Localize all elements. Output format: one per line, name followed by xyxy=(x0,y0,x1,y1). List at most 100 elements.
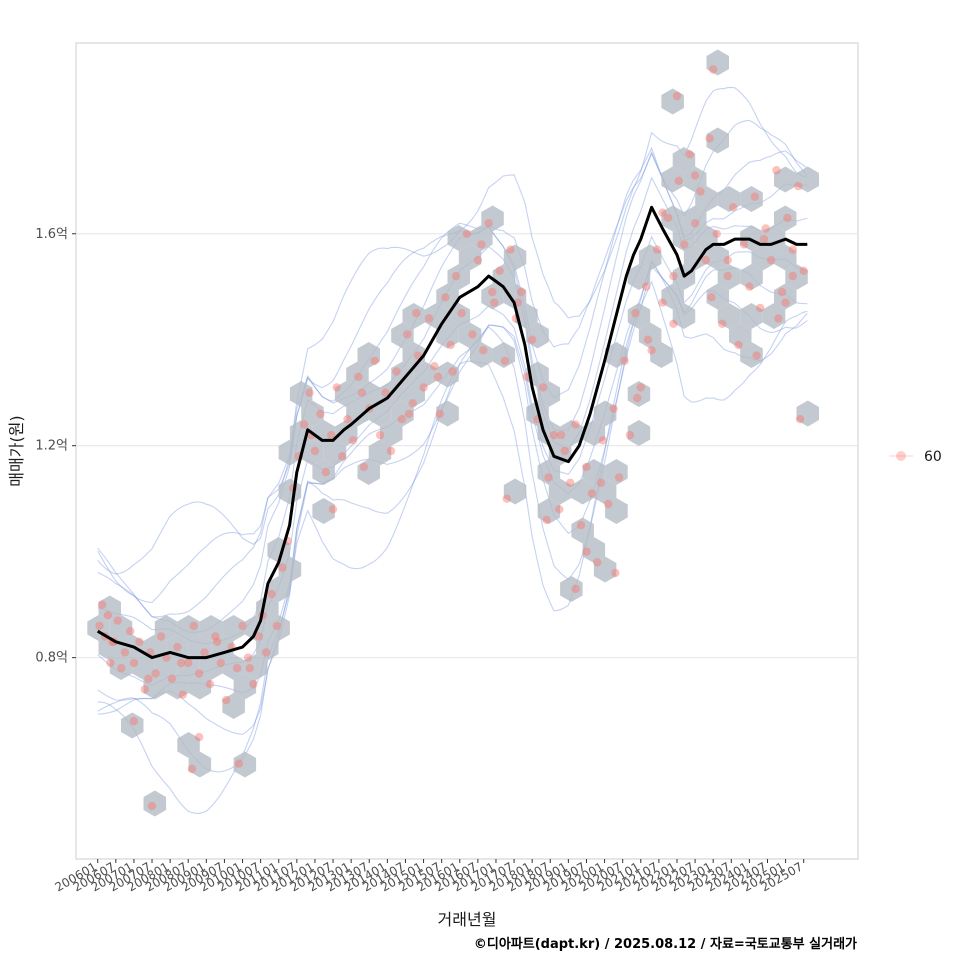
scatter-point xyxy=(441,293,450,302)
x-axis-ticks: 2006012006072007012007072008012008072009… xyxy=(53,859,805,895)
scatter-point xyxy=(604,499,613,509)
scatter-point xyxy=(658,298,667,307)
legend-point xyxy=(896,451,906,461)
scatter-point xyxy=(625,430,635,440)
scatter-point xyxy=(500,356,510,366)
hexbin-cell xyxy=(582,420,606,446)
hexbin-cell xyxy=(627,303,651,329)
scatter-point xyxy=(103,611,113,620)
scatter-point xyxy=(750,192,759,201)
scatter-point xyxy=(517,287,526,297)
scatter-point xyxy=(576,521,586,530)
scatter-point xyxy=(113,616,122,625)
hexbin-cell xyxy=(154,654,178,680)
scatter-point xyxy=(745,282,754,291)
hexbin-cell xyxy=(661,88,684,115)
scatter-point xyxy=(636,383,645,392)
scatter-point xyxy=(117,664,126,673)
hexbin-cell xyxy=(132,654,155,680)
scatter-point xyxy=(337,452,347,461)
scatter-point xyxy=(332,383,341,392)
scatter-point xyxy=(647,346,656,355)
scatter-point xyxy=(596,478,606,487)
hexbin-cell xyxy=(593,556,617,583)
scatter-point xyxy=(433,372,443,381)
hexbin-cell xyxy=(605,342,628,368)
scatter-point xyxy=(593,558,602,567)
hexbin-cell xyxy=(109,654,133,680)
hexbin-cell xyxy=(357,342,380,368)
hexbin-cell xyxy=(582,537,606,563)
scatter-point xyxy=(126,627,135,636)
scatter-point xyxy=(151,669,160,678)
hexbin-cell xyxy=(177,732,200,758)
scatter-point xyxy=(642,282,651,291)
hexbin-cell xyxy=(391,400,414,427)
scatter-point xyxy=(643,335,653,344)
hexbin-cell xyxy=(751,244,774,271)
scatter-point xyxy=(370,356,379,366)
scatter-point xyxy=(147,801,157,811)
scatter-point xyxy=(375,430,385,440)
hexbin-cell xyxy=(199,654,223,680)
scatter-point xyxy=(129,658,139,668)
scatter-point xyxy=(106,658,115,668)
scatter-point xyxy=(404,409,414,419)
scatter-point xyxy=(144,674,153,683)
hexbin-cell xyxy=(627,264,651,290)
hexbin-cell xyxy=(740,303,763,329)
scatter-points xyxy=(95,65,808,811)
scatter-point xyxy=(556,430,566,440)
scatter-point xyxy=(795,415,805,424)
hexbin-cell xyxy=(796,166,819,193)
chart-caption: ©디아파트(dapt.kr) / 2025.08.12 / 자료=국토교통부 실… xyxy=(474,936,857,952)
hexbin-cell xyxy=(391,322,414,349)
hexbin-cell xyxy=(222,693,245,719)
scatter-point xyxy=(156,632,166,641)
hexbin-cell xyxy=(278,556,302,583)
scatter-point xyxy=(129,717,139,726)
scatter-point xyxy=(187,764,197,774)
hexbin-cell xyxy=(672,303,696,329)
hexbin-cell xyxy=(402,381,425,407)
hexbin-cell xyxy=(706,283,729,310)
scatter-point xyxy=(343,415,352,424)
scatter-point xyxy=(321,468,330,477)
scatter-point xyxy=(631,309,640,318)
hexbin-cell xyxy=(729,322,752,349)
x-axis-title: 거래년월 xyxy=(438,910,497,929)
hexbin-cell xyxy=(199,615,223,641)
hexbin-cell xyxy=(109,615,133,641)
scatter-point xyxy=(587,489,597,498)
hexbin-cell xyxy=(143,673,167,700)
hexbin-cell xyxy=(605,459,628,485)
scatter-point xyxy=(571,584,580,593)
scatter-point xyxy=(446,340,455,350)
scatter-point xyxy=(620,356,629,366)
scatter-point xyxy=(794,181,803,191)
scatter-point xyxy=(723,256,732,265)
scatter-point xyxy=(176,658,186,668)
scatter-point xyxy=(462,229,472,238)
hexbin-cell xyxy=(481,283,504,310)
scatter-point xyxy=(457,309,466,318)
hexbin-cell xyxy=(515,303,538,329)
scatter-point xyxy=(506,245,515,254)
hexbin-cell xyxy=(312,498,335,524)
hexbin-cell xyxy=(233,751,257,778)
hexbin-cell xyxy=(526,322,549,349)
hexbin-cell xyxy=(436,283,459,310)
scatter-point xyxy=(788,271,797,281)
scatter-point xyxy=(299,420,309,429)
scatter-point xyxy=(189,621,198,631)
hexbin-cell xyxy=(323,439,347,466)
scatter-point xyxy=(424,314,434,323)
scatter-point xyxy=(222,695,231,705)
scatter-point xyxy=(95,621,104,631)
hexbin-cell xyxy=(537,459,561,485)
scatter-point xyxy=(200,648,209,657)
hexbin-cell xyxy=(706,49,729,76)
scatter-point xyxy=(772,166,781,175)
scatter-point xyxy=(739,240,749,249)
